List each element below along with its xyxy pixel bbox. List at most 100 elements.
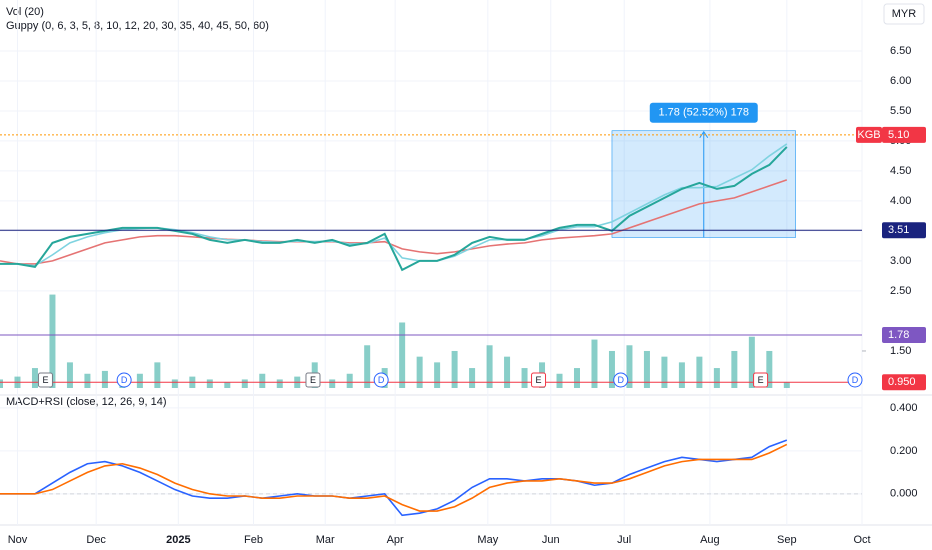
event-marker [753, 372, 769, 388]
event-marker [116, 372, 132, 388]
volume-bar [171, 379, 178, 388]
x-tick-label: Feb [244, 534, 263, 546]
x-tick-label: May [477, 534, 498, 546]
series-line [0, 443, 788, 512]
macd-title: MACD+RSI (close, 12, 26, 9, 14) [6, 396, 166, 408]
series-line [0, 179, 788, 265]
event-marker [305, 372, 321, 388]
event-label: E [758, 375, 764, 385]
symbol-box [856, 126, 882, 143]
event-label: E [310, 375, 316, 385]
series-line [0, 143, 788, 267]
volume-bar [678, 362, 685, 388]
event-marker [531, 372, 547, 388]
volume-bar [276, 379, 283, 388]
event-marker [37, 372, 53, 388]
y-tick-label: 3.00 [890, 255, 911, 267]
volume-bar [504, 356, 511, 388]
y-tick-label: 6.50 [890, 45, 911, 57]
event-marker [373, 372, 389, 388]
y-tick-label: 4.50 [890, 165, 911, 177]
volume-bar [451, 350, 458, 388]
level-label-box [882, 222, 926, 239]
volume-bar [766, 350, 773, 388]
volume-bar [486, 345, 493, 388]
y-tick-label: 5.50 [890, 105, 911, 117]
currency[interactable]: MYR [892, 8, 917, 20]
symbol-label: KGB [857, 129, 880, 141]
volume-bar [241, 379, 248, 388]
x-tick-label: Jul [617, 534, 631, 546]
x-tick-label: Jun [542, 534, 560, 546]
x-tick-label: Apr [387, 534, 404, 546]
event-marker [847, 372, 863, 388]
event-label: E [536, 375, 542, 385]
volume-bar [399, 322, 406, 388]
volume-bar [206, 379, 213, 388]
volume-bar [259, 373, 266, 388]
volume-bar [696, 356, 703, 388]
x-tick-label: Aug [700, 534, 720, 546]
x-tick-label: Oct [853, 534, 870, 546]
event-label: E [42, 375, 48, 385]
volume-bar [84, 373, 91, 388]
volume-bar [556, 373, 563, 388]
volume-bar [521, 368, 528, 388]
level-label-box [882, 327, 926, 344]
level-label-box [882, 374, 926, 391]
volume-bar [731, 350, 738, 388]
volume-bar [31, 368, 38, 388]
volume-bar [101, 370, 108, 388]
y-tick-label: 0.400 [890, 402, 918, 414]
y-tick-label: 4.00 [890, 195, 911, 207]
event-label: D [378, 375, 385, 385]
volume-bar [591, 339, 598, 388]
volume-bar [154, 362, 161, 388]
indicator-legend: Vol (20) [6, 6, 44, 18]
volume-bar [626, 345, 633, 388]
currency-button[interactable] [883, 3, 925, 25]
volume-bar [49, 294, 56, 388]
volume-bar [0, 379, 3, 388]
measure-arrowhead [699, 130, 709, 139]
y-tick-label: 2.50 [890, 285, 911, 297]
x-tick-label: Mar [316, 534, 335, 546]
y-tick-label: 6.00 [890, 75, 911, 87]
volume-bar [661, 356, 668, 388]
volume-bar [713, 368, 720, 388]
event-label: D [121, 375, 128, 385]
measure-label-box [649, 102, 758, 123]
volume-bar [224, 382, 231, 388]
last-price-label: 5.10 [888, 129, 909, 141]
last-price-box [882, 126, 926, 143]
volume-bar [346, 373, 353, 388]
event-label: D [852, 375, 859, 385]
y-tick-label: 0.000 [890, 488, 918, 500]
indicator-legend: Guppy (0, 6, 3, 5, 8, 10, 12, 20, 30, 35… [6, 20, 269, 32]
volume-bar [416, 356, 423, 388]
series-line [0, 439, 788, 517]
volume-bar [364, 345, 371, 388]
volume-bar [66, 362, 73, 388]
volume-bar [573, 368, 580, 388]
volume-bar [434, 362, 441, 388]
level-label: 1.78 [888, 329, 909, 341]
event-label: D [617, 375, 624, 385]
x-tick-label: Nov [8, 534, 28, 546]
volume-bar [748, 336, 755, 388]
y-tick-label: 0.200 [890, 445, 918, 457]
y-tick-label: 1.50 [890, 345, 911, 357]
series-line [0, 146, 788, 272]
volume-bar [136, 373, 143, 388]
level-label: 0.950 [888, 376, 916, 388]
measure-label: 1.78 (52.52%) 178 [659, 107, 750, 119]
volume-bar [783, 382, 790, 388]
event-marker [613, 372, 629, 388]
volume-bar [608, 350, 615, 388]
level-label: 3.51 [888, 224, 909, 236]
volume-bar [643, 350, 650, 388]
x-tick-label: Dec [86, 534, 106, 546]
volume-bar [329, 379, 336, 388]
